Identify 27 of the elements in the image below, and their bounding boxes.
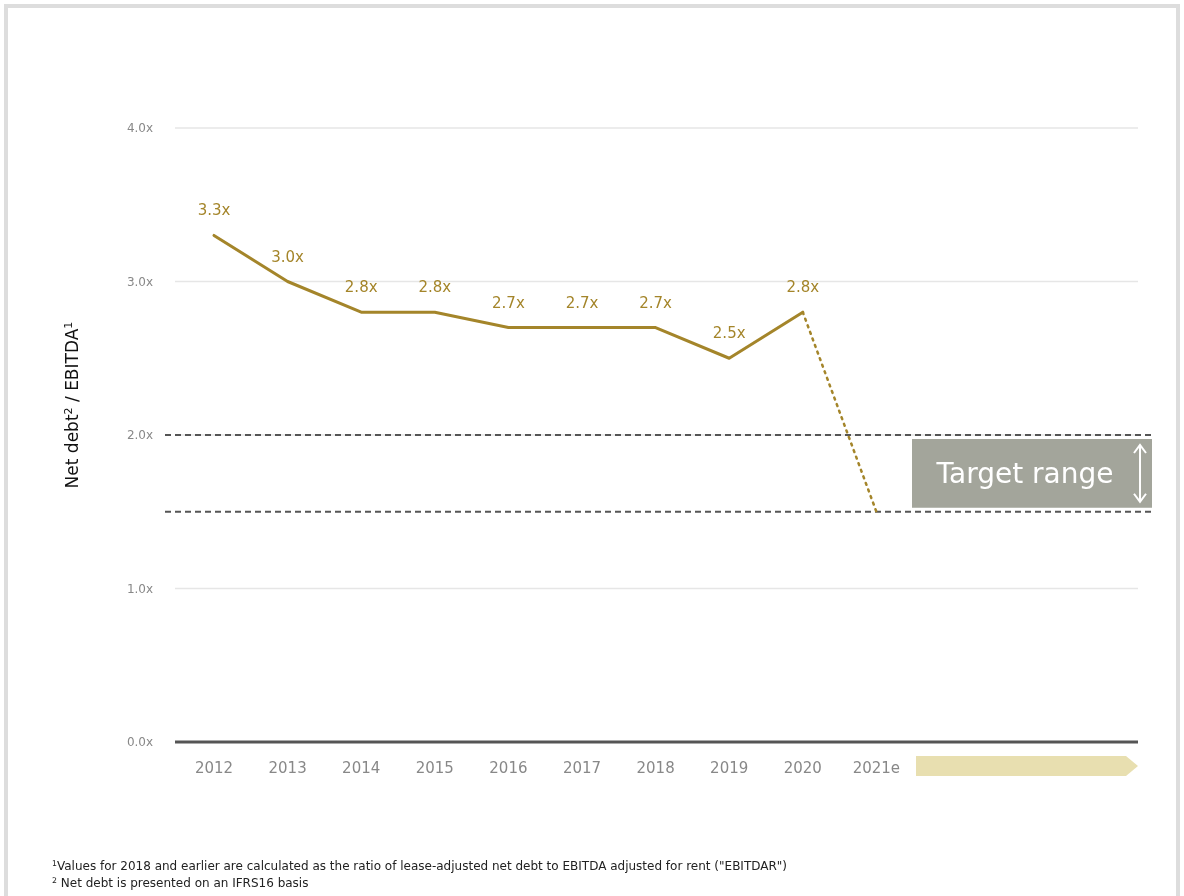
data-label: 2.7x	[565, 293, 599, 312]
y-tick-label: 4.0x	[126, 121, 154, 135]
data-label: 2.5x	[712, 324, 746, 343]
text: $^{1}$Values for 2018 and earlier are calculated as the ratio of lease-adjusted net debt to EBITDA adjusted for rent ("EBITDAR")	[52, 858, 788, 873]
x-tick-label: 2014	[342, 759, 381, 777]
x-tick-label: 2015	[415, 759, 454, 777]
x-tick-label: 2021e	[852, 759, 901, 777]
data-label: 2.8x	[344, 278, 378, 297]
x-tick-label: 2013	[268, 759, 307, 777]
y-tick-label: 3.0x	[126, 274, 154, 289]
x-tick-label: 2012	[194, 759, 234, 777]
y-tick-label: 2.0x	[126, 428, 154, 442]
data-label: 3.0x	[271, 247, 305, 266]
data-label: 2.7x	[492, 293, 525, 312]
data-label: 2.8x	[786, 278, 820, 297]
data-label: 2.7x	[639, 293, 673, 312]
y-tick-label: 1.0x	[126, 581, 154, 596]
text: $^{2}$ Net debt is presented on an IFRS16 basis	[52, 875, 309, 890]
y-tick-label: 0.0x	[126, 735, 154, 749]
text: Target range	[935, 457, 1114, 491]
x-tick-label: 2017	[562, 759, 602, 777]
x-tick-label: 2018	[636, 759, 675, 777]
data-label: 2.8x	[418, 278, 452, 297]
x-tick-label: 2016	[489, 759, 528, 777]
x-tick-label: 2020	[783, 759, 822, 777]
data-label: 3.3x	[197, 201, 231, 220]
x-tick-label: 2019	[710, 759, 749, 777]
